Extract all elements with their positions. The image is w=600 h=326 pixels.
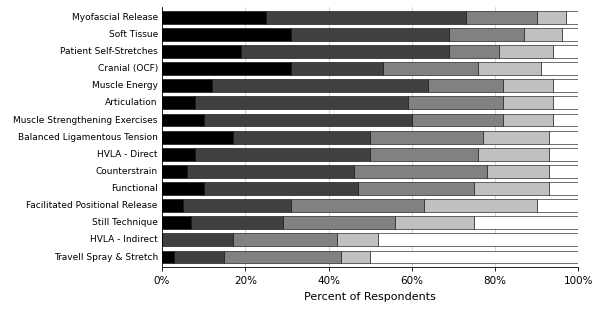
Bar bbox=[562, 28, 578, 41]
Bar bbox=[553, 45, 578, 58]
Bar bbox=[358, 182, 474, 195]
Bar bbox=[212, 79, 428, 92]
Bar bbox=[353, 165, 487, 178]
Bar bbox=[203, 182, 358, 195]
Bar bbox=[224, 251, 341, 263]
Bar bbox=[407, 96, 503, 109]
Bar bbox=[503, 113, 553, 126]
Bar bbox=[196, 148, 370, 161]
Bar bbox=[424, 199, 536, 212]
Bar bbox=[466, 11, 536, 24]
Bar bbox=[291, 28, 449, 41]
Bar bbox=[566, 11, 578, 24]
Bar bbox=[162, 62, 291, 75]
Bar bbox=[187, 165, 353, 178]
Bar bbox=[379, 233, 578, 246]
Bar bbox=[162, 199, 183, 212]
Bar bbox=[478, 62, 541, 75]
Bar bbox=[191, 216, 283, 229]
Bar bbox=[449, 28, 524, 41]
Bar bbox=[370, 251, 578, 263]
Bar bbox=[474, 216, 578, 229]
Bar bbox=[412, 113, 503, 126]
Bar bbox=[370, 131, 482, 143]
Bar bbox=[370, 148, 478, 161]
Bar bbox=[162, 28, 291, 41]
Bar bbox=[503, 79, 553, 92]
Bar bbox=[549, 165, 578, 178]
Bar bbox=[291, 62, 383, 75]
Bar bbox=[162, 148, 196, 161]
Bar bbox=[524, 28, 562, 41]
Bar bbox=[241, 45, 449, 58]
Bar bbox=[503, 96, 553, 109]
Bar bbox=[162, 182, 203, 195]
Bar bbox=[162, 131, 233, 143]
Bar bbox=[162, 251, 175, 263]
Bar bbox=[499, 45, 553, 58]
Bar bbox=[291, 199, 424, 212]
Bar bbox=[553, 96, 578, 109]
Bar bbox=[162, 96, 196, 109]
Bar bbox=[162, 165, 187, 178]
Bar bbox=[162, 233, 233, 246]
Bar bbox=[449, 45, 499, 58]
Bar bbox=[283, 216, 395, 229]
Bar bbox=[162, 45, 241, 58]
Bar bbox=[487, 165, 549, 178]
Bar bbox=[541, 62, 578, 75]
Bar bbox=[536, 199, 578, 212]
Bar bbox=[474, 182, 549, 195]
Bar bbox=[203, 113, 412, 126]
Bar bbox=[162, 113, 203, 126]
Bar bbox=[162, 216, 191, 229]
Bar bbox=[549, 182, 578, 195]
Bar bbox=[266, 11, 466, 24]
Bar bbox=[196, 96, 407, 109]
Bar bbox=[536, 11, 566, 24]
Bar bbox=[337, 233, 379, 246]
Bar bbox=[553, 113, 578, 126]
Bar bbox=[162, 11, 266, 24]
X-axis label: Percent of Respondents: Percent of Respondents bbox=[304, 292, 436, 302]
Bar bbox=[175, 251, 224, 263]
Bar bbox=[482, 131, 549, 143]
Bar bbox=[395, 216, 474, 229]
Bar bbox=[553, 79, 578, 92]
Bar bbox=[233, 131, 370, 143]
Bar bbox=[341, 251, 370, 263]
Bar bbox=[162, 79, 212, 92]
Bar bbox=[233, 233, 337, 246]
Bar bbox=[549, 148, 578, 161]
Bar bbox=[478, 148, 549, 161]
Bar bbox=[549, 131, 578, 143]
Bar bbox=[383, 62, 478, 75]
Bar bbox=[183, 199, 291, 212]
Bar bbox=[428, 79, 503, 92]
